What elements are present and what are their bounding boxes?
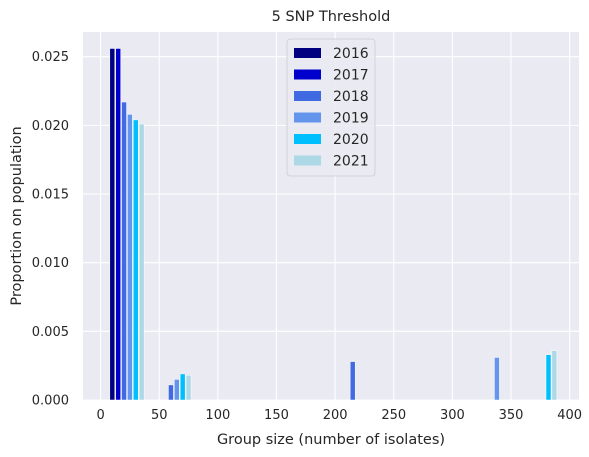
bar-2018 [168,385,173,400]
legend-swatch-2020 [294,134,321,144]
x-axis-label: Group size (number of isolates) [217,432,445,448]
chart-title: 5 SNP Threshold [272,9,391,25]
legend-label-2021: 2021 [333,154,369,170]
bar-2021 [552,351,557,400]
x-tick-label: 300 [440,408,465,423]
x-tick-label: 400 [557,408,582,423]
legend-swatch-2018 [294,91,321,101]
legend-label-2016: 2016 [333,46,369,62]
legend-swatch-2021 [294,156,321,166]
bar-2018 [350,362,355,400]
bar-2020 [180,374,185,400]
legend-label-2020: 2020 [333,132,369,148]
y-tick-label: 0.020 [32,119,69,134]
y-axis-label: Proportion on population [9,126,25,305]
x-tick-label: 350 [499,408,524,423]
bar-2019 [494,357,499,400]
y-tick-label: 0.005 [32,325,69,340]
bar-2020 [546,355,551,400]
legend-swatch-2016 [294,48,321,58]
x-tick-label: 0 [96,408,104,423]
x-tick-label: 50 [151,408,168,423]
bar-2019 [127,114,132,400]
y-tick-label: 0.000 [32,394,69,409]
legend-label-2017: 2017 [333,68,369,84]
bar-2016 [110,48,115,400]
legend-swatch-2019 [294,113,321,123]
legend-label-2018: 2018 [333,89,369,105]
x-tick-label: 200 [323,408,348,423]
bar-2019 [174,379,179,400]
y-tick-label: 0.025 [32,50,69,65]
legend-label-2019: 2019 [333,111,369,127]
y-tick-label: 0.015 [32,188,69,203]
legend: 2016 2017 2018 2019 2020 2021 [287,39,375,176]
bar-2021 [139,124,144,400]
x-tick-label: 250 [381,408,406,423]
y-tick-label: 0.010 [32,256,69,271]
bar-2021 [186,375,191,400]
x-tick-label: 150 [264,408,289,423]
legend-swatch-2017 [294,70,321,80]
x-tick-label: 100 [205,408,230,423]
bar-2020 [133,120,138,400]
bar-2017 [116,48,121,400]
bar-2018 [122,102,127,400]
